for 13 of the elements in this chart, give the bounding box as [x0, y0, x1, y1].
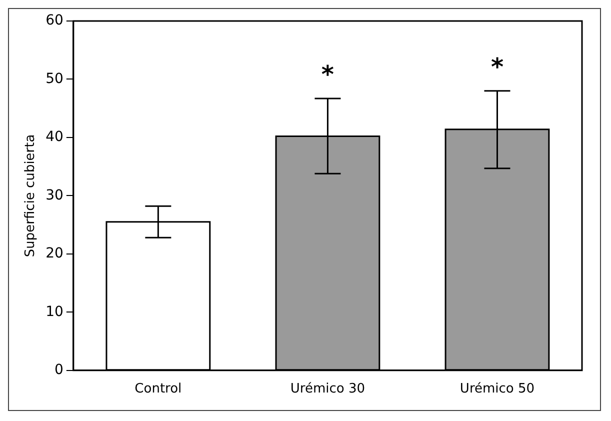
y-tick-label: 0: [54, 362, 64, 378]
y-axis-title: Superficie cubierta: [23, 134, 38, 258]
x-tick-label: Control: [134, 382, 182, 397]
annotation: *: [490, 53, 504, 82]
y-tick-label: 40: [46, 129, 64, 146]
y-tick-label: 60: [46, 12, 64, 29]
y-tick-label: 20: [46, 246, 64, 262]
y-tick-label: 30: [46, 187, 64, 204]
y-tick-label: 10: [46, 304, 64, 320]
x-tick-label: Urémico 30: [290, 382, 366, 397]
x-tick-label: Urémico 50: [460, 382, 535, 397]
annotation: *: [321, 60, 334, 89]
y-tick-label: 50: [46, 70, 64, 87]
